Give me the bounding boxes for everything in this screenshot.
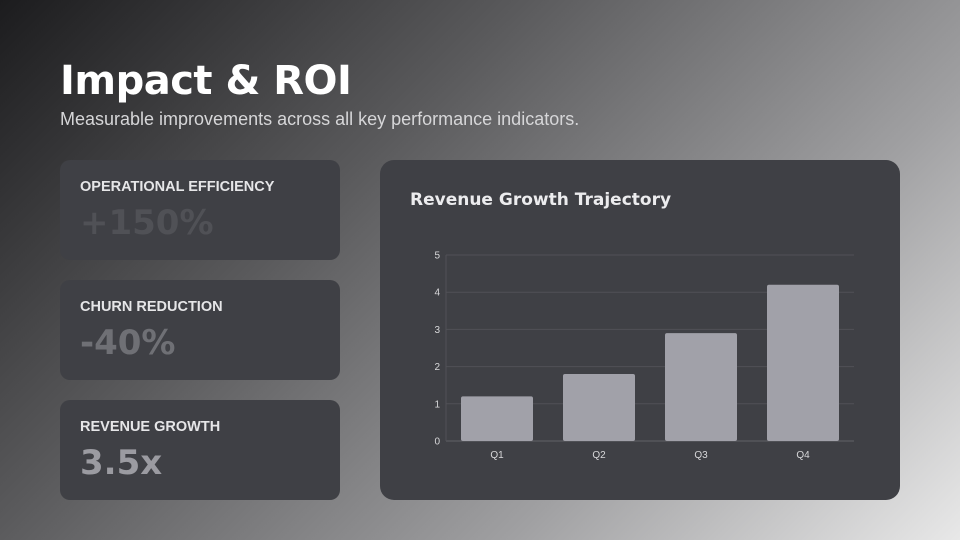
y-tick-label: 5 (434, 251, 440, 262)
x-tick-label: Q3 (694, 450, 708, 461)
metric-value: +150% (80, 203, 214, 243)
metric-label: OPERATIONAL EFFICIENCY (80, 179, 275, 195)
metric-label: CHURN REDUCTION (80, 299, 223, 315)
bar-q2 (563, 374, 635, 441)
metric-value: -40% (80, 323, 176, 363)
page-title: Impact & ROI (60, 58, 352, 104)
x-tick-label: Q4 (796, 450, 810, 461)
bar-q3 (665, 333, 737, 441)
y-tick-label: 1 (434, 399, 440, 410)
y-tick-label: 3 (434, 325, 440, 336)
bar-q1 (461, 396, 533, 441)
metric-card-operational-efficiency: OPERATIONAL EFFICIENCY +150% (60, 160, 340, 260)
chart-title: Revenue Growth Trajectory (410, 190, 672, 210)
x-tick-label: Q2 (592, 450, 606, 461)
bar-chart: 0 1 2 3 4 5 Q1 Q2 Q3 Q4 (434, 251, 854, 461)
metric-card-churn-reduction: CHURN REDUCTION -40% (60, 280, 340, 380)
metric-label: REVENUE GROWTH (80, 419, 221, 435)
metric-value: 3.5x (80, 443, 163, 483)
bar-q4 (767, 284, 839, 441)
y-tick-label: 0 (434, 437, 440, 448)
y-tick-label: 4 (434, 288, 440, 299)
page-subtitle: Measurable improvements across all key p… (60, 109, 580, 129)
metric-card-revenue-growth: REVENUE GROWTH 3.5x (60, 400, 340, 500)
revenue-chart-card: Revenue Growth Trajectory 0 1 2 3 4 5 Q1 Q2 Q3 Q4 (380, 160, 900, 500)
y-tick-label: 2 (434, 362, 440, 373)
x-tick-label: Q1 (490, 450, 504, 461)
